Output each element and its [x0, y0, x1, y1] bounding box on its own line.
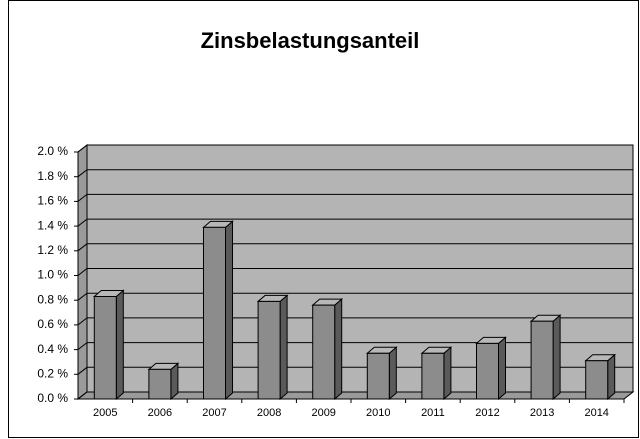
- y-tick-label: 0.8 %: [37, 292, 68, 306]
- x-tick-label: 2005: [93, 407, 117, 419]
- grid-line: [77, 317, 633, 326]
- x-tick-label: 2014: [584, 407, 608, 419]
- bar: [148, 368, 172, 400]
- bar: [476, 342, 499, 400]
- chart-title: Zinsbelastungsanteil: [201, 28, 420, 53]
- y-tick-label: 1.2 %: [37, 243, 68, 257]
- bar-side: [498, 336, 506, 401]
- x-tick-label: 2006: [148, 407, 172, 419]
- y-tick-label: 2.0 %: [37, 144, 68, 158]
- x-tick-label: 2007: [202, 407, 226, 419]
- y-tick-label: 0.6 %: [37, 317, 68, 331]
- x-tick-label: 2010: [366, 407, 390, 419]
- y-tick-label: 0.2 %: [37, 366, 68, 380]
- grid-line: [77, 218, 633, 227]
- y-tick-label: 1.0 %: [37, 268, 68, 282]
- x-tick-label: 2013: [530, 407, 554, 419]
- grid-line: [77, 268, 633, 276]
- y-tick-label: 1.8 %: [37, 169, 68, 183]
- bar-side: [552, 314, 561, 401]
- grid-line: [77, 342, 633, 350]
- y-tick-label: 1.6 %: [37, 194, 68, 208]
- bar-side: [443, 346, 452, 401]
- bar-side: [279, 294, 288, 401]
- bar: [257, 300, 281, 400]
- bar: [421, 352, 445, 400]
- grid-line: [77, 243, 633, 252]
- bar: [585, 360, 609, 400]
- grid-line: [77, 292, 633, 301]
- grid-line: [77, 193, 633, 202]
- bar-side: [115, 289, 124, 401]
- bar: [203, 226, 226, 400]
- bar: [366, 352, 390, 400]
- bar: [530, 320, 554, 400]
- bar-side: [334, 298, 343, 401]
- grid-line: [77, 144, 633, 153]
- grid-line: [77, 169, 633, 178]
- bar: [93, 295, 117, 400]
- x-tick-label: 2009: [311, 407, 335, 419]
- y-tick-label: 0.0 %: [37, 391, 68, 405]
- x-tick-label: 2008: [257, 407, 281, 419]
- x-tick-label: 2012: [475, 407, 499, 419]
- y-tick-label: 1.4 %: [37, 218, 68, 232]
- bar-side: [388, 346, 397, 401]
- y-tick-label: 0.4 %: [37, 342, 68, 356]
- bar: [312, 304, 336, 400]
- x-tick-label: 2011: [421, 407, 445, 419]
- bar-side: [607, 353, 616, 401]
- bar-side: [225, 220, 233, 401]
